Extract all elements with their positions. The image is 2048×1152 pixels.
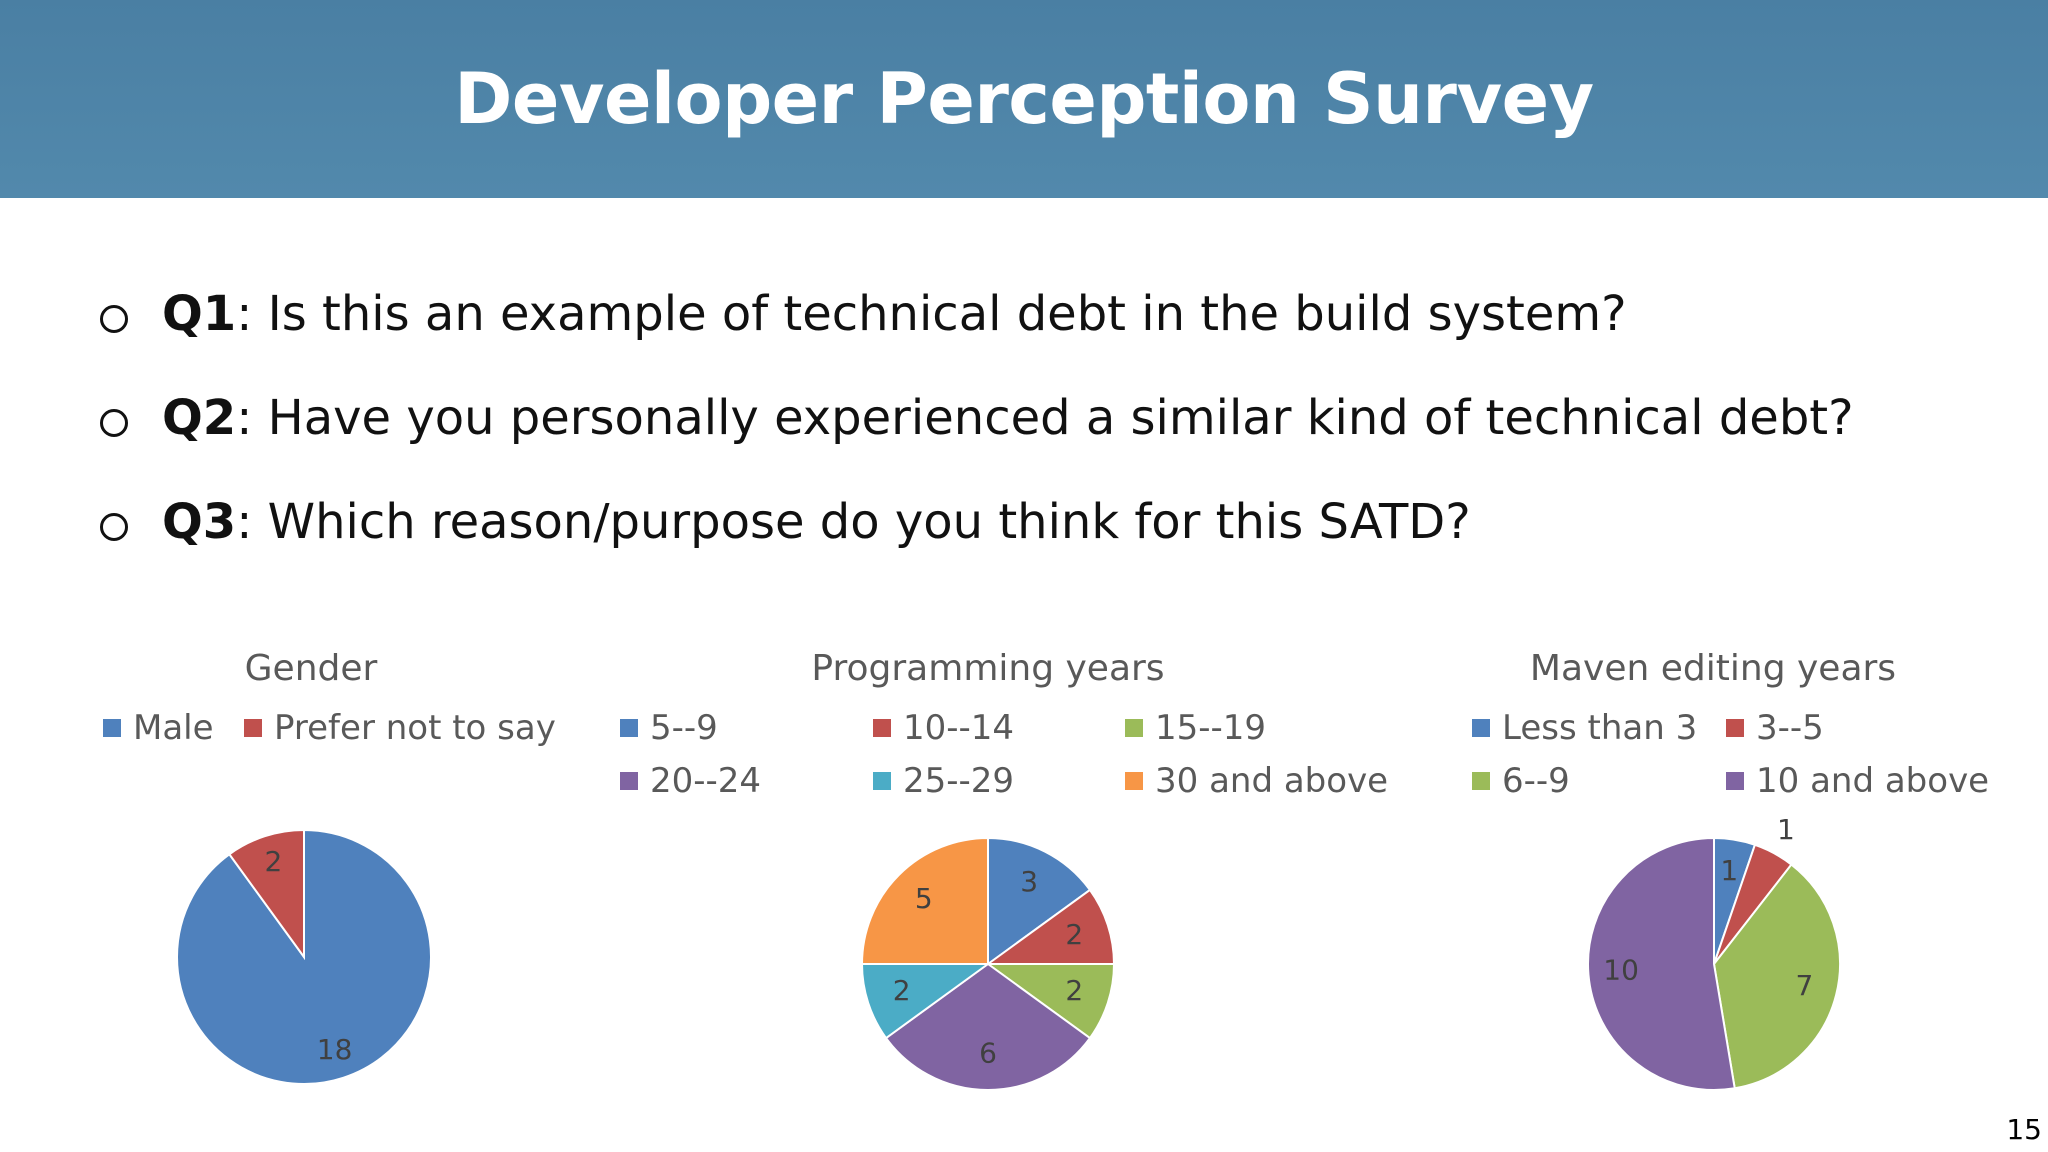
pie-data-label: 2 xyxy=(893,974,911,1007)
legend-label: Less than 3 xyxy=(1502,708,1698,748)
question-text: : Have you personally experienced a simi… xyxy=(236,390,1854,446)
question-label: Q2 xyxy=(162,390,237,446)
pie-2: 1 1 7 10 xyxy=(1587,813,1841,1091)
pie-data-label: 7 xyxy=(1795,969,1813,1002)
pie-slice xyxy=(227,828,305,961)
circle-bullet-icon xyxy=(100,513,128,541)
legend-item-25-29: 25--29 xyxy=(873,761,1014,801)
pie-slice xyxy=(860,836,989,965)
pie-slice xyxy=(1587,836,1736,1091)
question-list: Q1: Is this an example of technical debt… xyxy=(100,262,2000,574)
pie-data-label: 3 xyxy=(1020,865,1038,898)
legend-item-20-24: 20--24 xyxy=(620,761,761,801)
gender-chart-title: Gender xyxy=(244,648,378,689)
pie-slice xyxy=(860,963,992,1040)
pie-slice xyxy=(987,836,1092,966)
question-text: : Is this an example of technical debt i… xyxy=(236,286,1627,342)
legend-label: 20--24 xyxy=(650,761,762,801)
legend-swatch xyxy=(244,719,262,737)
question-label: Q3 xyxy=(162,494,237,550)
legend-swatch xyxy=(620,719,638,737)
legend-item-3-5: 3--5 xyxy=(1726,708,1824,748)
legend-swatch xyxy=(103,719,121,737)
legend-label: 15--19 xyxy=(1155,708,1267,748)
legend-label: 5--9 xyxy=(650,708,718,748)
legend-item-10-14: 10--14 xyxy=(873,708,1014,748)
programming-chart-title: Programming years xyxy=(811,648,1165,689)
legend-item-prefer-not-to-say: Prefer not to say xyxy=(244,708,556,748)
pie-data-label: 18 xyxy=(317,1033,353,1066)
legend-label: 3--5 xyxy=(1756,708,1824,748)
legend-swatch xyxy=(1125,719,1143,737)
legend-label: Male xyxy=(133,708,214,748)
pie-data-label: 1 xyxy=(1720,854,1738,887)
pie-data-label: 6 xyxy=(979,1037,997,1070)
legend-label: 30 and above xyxy=(1155,761,1389,801)
legend-label: 25--29 xyxy=(903,761,1015,801)
legend-swatch xyxy=(1472,719,1490,737)
pie-data-label: 5 xyxy=(915,882,933,915)
pie-slice xyxy=(1712,863,1841,1090)
question-item: Q1: Is this an example of technical debt… xyxy=(100,262,2000,366)
legend-label: Prefer not to say xyxy=(274,708,556,748)
legend-swatch xyxy=(873,772,891,790)
maven-chart-title: Maven editing years xyxy=(1529,648,1897,689)
legend-item-5-9: 5--9 xyxy=(620,708,718,748)
pie-data-label: 2 xyxy=(1065,918,1083,951)
pie-slice xyxy=(984,888,1116,965)
legend-item-6-9: 6--9 xyxy=(1472,761,1570,801)
legend-label: 10--14 xyxy=(903,708,1015,748)
pie-slice xyxy=(884,962,1092,1092)
legend-item-10-and-above: 10 and above xyxy=(1726,761,1989,801)
slide-title: Developer Perception Survey xyxy=(454,58,1594,140)
page-number: 15 xyxy=(2006,1113,2042,1146)
question-label: Q1 xyxy=(162,286,237,342)
legend-item-less-than-3: Less than 3 xyxy=(1472,708,1697,748)
legend-swatch xyxy=(620,772,638,790)
pie-data-label: 2 xyxy=(264,845,282,878)
pie-slice xyxy=(984,963,1116,1040)
pie-0: 18 2 xyxy=(176,828,432,1085)
question-item: Q3: Which reason/purpose do you think fo… xyxy=(100,470,2000,574)
legend-label: 6--9 xyxy=(1502,761,1570,801)
legend-swatch xyxy=(1125,772,1143,790)
slide-header: Developer Perception Survey xyxy=(0,0,2048,198)
legend-swatch xyxy=(1472,772,1490,790)
legend-swatch xyxy=(1726,772,1744,790)
pie-data-label: 2 xyxy=(1065,974,1083,1007)
circle-bullet-icon xyxy=(100,305,128,333)
question-text: : Which reason/purpose do you think for … xyxy=(236,494,1471,550)
question-item: Q2: Have you personally experienced a si… xyxy=(100,366,2000,470)
pie-data-label: 10 xyxy=(1603,954,1639,987)
legend-swatch xyxy=(1726,719,1744,737)
legend-item-male: Male xyxy=(103,708,214,748)
circle-bullet-icon xyxy=(100,409,128,437)
legend-swatch xyxy=(873,719,891,737)
legend-item-15-19: 15--19 xyxy=(1125,708,1266,748)
legend-label: 10 and above xyxy=(1756,761,1990,801)
pie-data-label: 1 xyxy=(1777,813,1795,846)
legend-item-30-and-above: 30 and above xyxy=(1125,761,1388,801)
